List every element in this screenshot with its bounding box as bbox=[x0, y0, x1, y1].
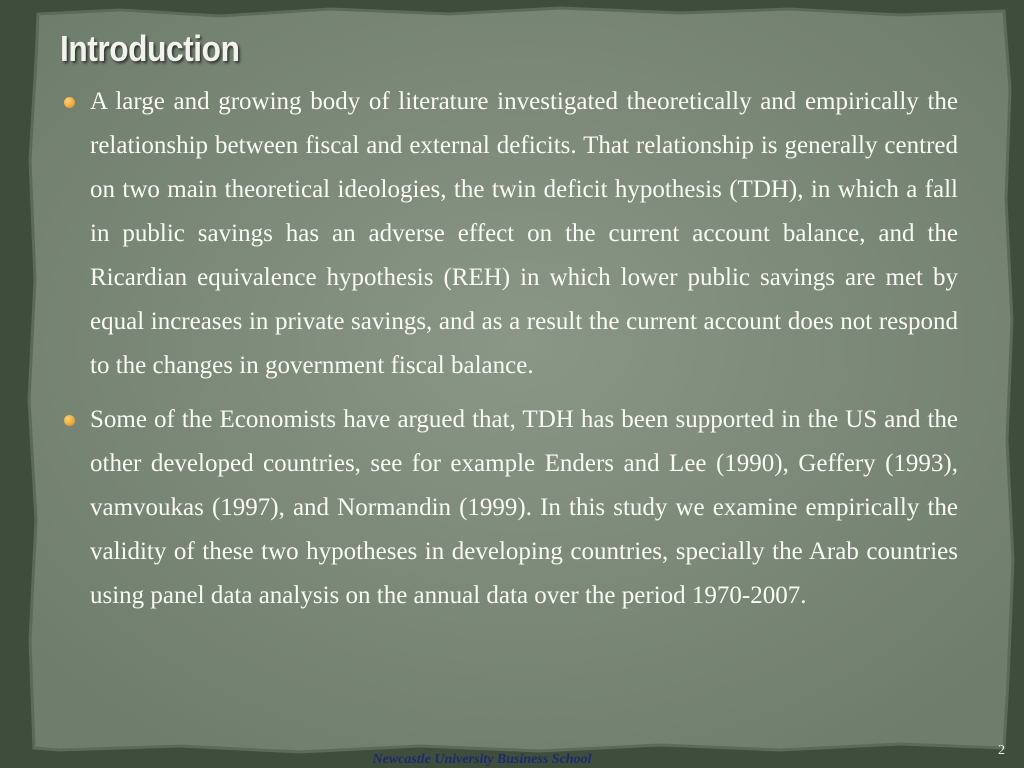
bullet-list: A large and growing body of literature i… bbox=[64, 80, 958, 628]
page-number: 2 bbox=[998, 743, 1005, 758]
footer: Newcastle University Business School bbox=[372, 752, 592, 767]
bullet-item: Some of the Economists have argued that,… bbox=[64, 398, 958, 618]
slide-title: Introduction bbox=[60, 28, 240, 69]
bullet-item: A large and growing body of literature i… bbox=[64, 80, 958, 388]
parchment-panel bbox=[27, 6, 1015, 754]
